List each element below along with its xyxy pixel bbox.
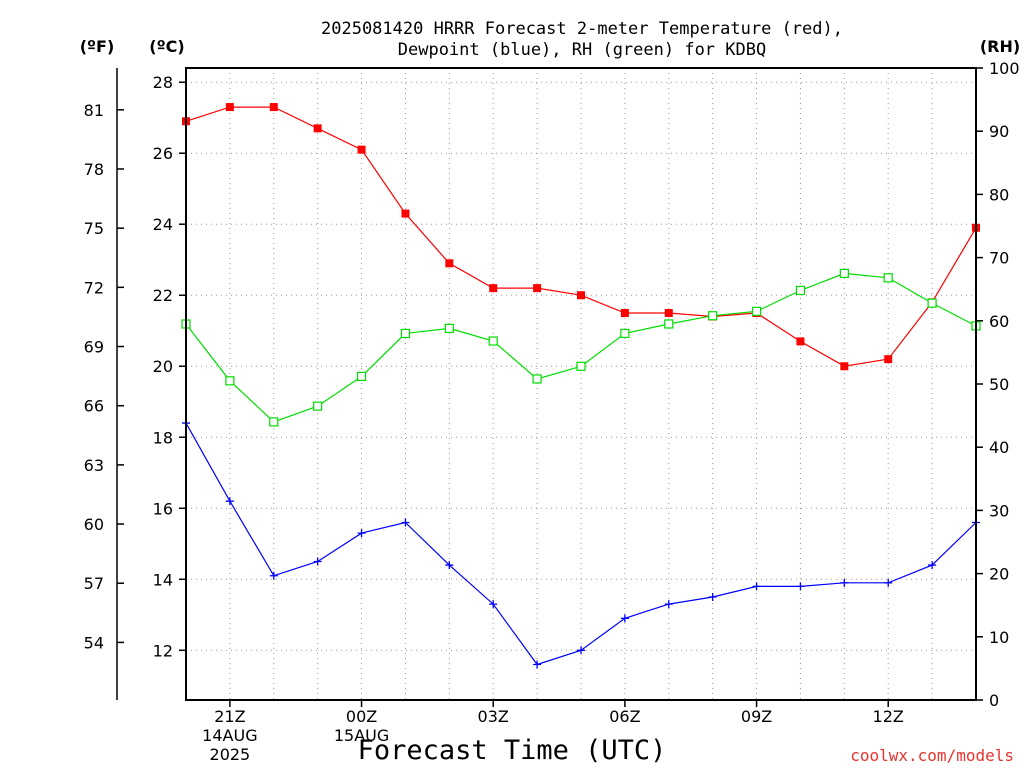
temperature-point xyxy=(401,209,410,218)
rh-tick-label: 10 xyxy=(989,628,1009,647)
x-tick-label: 00Z xyxy=(346,707,377,726)
rh-tick-label: 100 xyxy=(989,59,1020,78)
celsius-tick-label: 28 xyxy=(153,73,173,92)
rh-tick-label: 0 xyxy=(989,691,999,710)
dewpoint-point xyxy=(313,557,322,566)
rh-point xyxy=(488,336,498,346)
dewpoint-point xyxy=(796,582,805,591)
chart-title-line2: Dewpoint (blue), RH (green) for KDBQ xyxy=(398,40,766,60)
fahrenheit-tick-label: 72 xyxy=(84,278,104,297)
rh-point xyxy=(356,371,367,382)
celsius-tick-label: 16 xyxy=(153,499,173,518)
rh-unit-label: (RH) xyxy=(980,37,1020,56)
temperature-point xyxy=(577,291,585,300)
fahrenheit-tick-label: 57 xyxy=(84,574,104,593)
temperature-point xyxy=(620,308,629,317)
rh-tick-label: 30 xyxy=(989,501,1009,520)
fahrenheit-tick-label: 60 xyxy=(84,515,104,534)
temperature-point xyxy=(313,124,322,133)
rh-point xyxy=(883,273,893,283)
dewpoint-point xyxy=(884,578,893,587)
fahrenheit-tick-label: 63 xyxy=(84,456,104,475)
fahrenheit-tick-label: 81 xyxy=(84,101,104,120)
watermark: coolwx.com/models xyxy=(850,746,1014,765)
temperature-point xyxy=(840,362,849,371)
dewpoint-point xyxy=(357,529,366,538)
x-tick-label: 21Z xyxy=(214,707,245,726)
fahrenheit-tick-label: 54 xyxy=(84,633,104,652)
x-tick-label: 06Z xyxy=(609,707,640,726)
rh-point xyxy=(400,328,411,339)
dewpoint-point xyxy=(840,578,849,587)
rh-tick-label: 90 xyxy=(989,122,1009,141)
celsius-tick-label: 26 xyxy=(153,144,173,163)
x-tick-date-label: 14AUG xyxy=(202,726,257,745)
rh-point xyxy=(927,298,937,308)
dewpoint-point xyxy=(928,561,937,570)
rh-point xyxy=(795,285,806,296)
celsius-tick-label: 20 xyxy=(153,357,173,376)
temperature-point xyxy=(796,337,805,346)
rh-point xyxy=(664,319,674,329)
dewpoint-point xyxy=(620,614,629,623)
rh-point xyxy=(839,268,849,278)
x-axis-label: Forecast Time (UTC) xyxy=(358,735,667,766)
temperature-point xyxy=(269,103,278,112)
grid-lines xyxy=(186,68,976,700)
dewpoint-point xyxy=(664,600,673,609)
x-tick-date-label: 15AUG xyxy=(334,726,389,745)
temperature-point xyxy=(225,103,234,112)
temperature-point xyxy=(357,145,366,154)
rh-point xyxy=(313,401,323,411)
dewpoint-point xyxy=(445,561,454,570)
celsius-tick-label: 14 xyxy=(153,570,173,589)
temperature-point xyxy=(445,259,454,268)
fahrenheit-tick-label: 69 xyxy=(84,338,104,357)
rh-tick-label: 40 xyxy=(989,438,1009,457)
rh-tick-label: 60 xyxy=(989,312,1009,331)
rh-point xyxy=(269,417,279,427)
temperature-point xyxy=(533,284,542,293)
fahrenheit-tick-label: 66 xyxy=(84,397,104,416)
rh-point xyxy=(751,306,762,316)
x-tick-label: 12Z xyxy=(873,707,904,726)
celsius-unit-label: (ºC) xyxy=(149,37,184,56)
rh-point xyxy=(708,311,718,321)
dewpoint-point xyxy=(225,497,234,506)
celsius-tick-label: 12 xyxy=(153,641,173,660)
x-tick-year-label: 2025 xyxy=(210,745,251,764)
rh-tick-label: 50 xyxy=(989,375,1009,394)
temperature-line xyxy=(185,106,977,367)
fahrenheit-tick-label: 75 xyxy=(84,219,104,238)
plot-frame xyxy=(185,67,977,701)
dewpoint-point xyxy=(577,646,585,655)
dewpoint-point xyxy=(752,582,761,591)
temperature-point xyxy=(489,284,498,293)
dewpoint-point xyxy=(489,600,498,609)
rh-point xyxy=(444,323,454,333)
celsius-tick-label: 22 xyxy=(153,286,173,305)
rh-tick-label: 80 xyxy=(989,185,1009,204)
temperature-point xyxy=(884,355,893,364)
celsius-tick-label: 18 xyxy=(153,428,173,447)
fahrenheit-tick-label: 78 xyxy=(84,160,104,179)
rh-point xyxy=(576,361,586,371)
x-tick-label: 03Z xyxy=(478,707,509,726)
dewpoint-point xyxy=(533,660,542,669)
rh-tick-label: 70 xyxy=(989,249,1009,268)
rh-point xyxy=(225,376,235,386)
dewpoint-point xyxy=(269,571,278,580)
dewpoint-point xyxy=(401,518,410,527)
fahrenheit-unit-label: (ºF) xyxy=(80,37,115,56)
x-tick-label: 09Z xyxy=(741,707,772,726)
celsius-tick-label: 24 xyxy=(153,215,173,234)
rh-tick-label: 20 xyxy=(989,565,1009,584)
rh-point xyxy=(620,328,630,339)
chart-title-line1: 2025081420 HRRR Forecast 2-meter Tempera… xyxy=(321,19,843,39)
dewpoint-point xyxy=(708,593,717,602)
rh-point xyxy=(532,374,542,384)
axes: 12 14 16 18 20 22 24 26 28 54 57 60 63 66 69 72 75 78 81 0 1… xyxy=(84,59,1020,764)
temperature-point xyxy=(664,308,673,317)
